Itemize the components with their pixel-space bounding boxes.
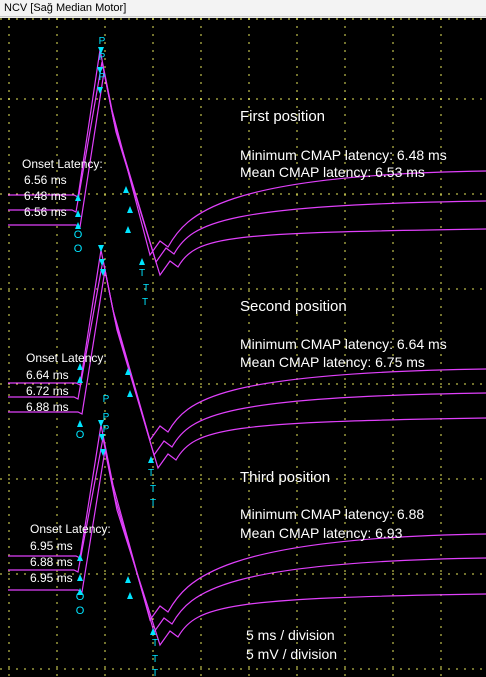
- triangle-up-marker-icon: [150, 628, 156, 635]
- marker-label: T: [143, 283, 149, 294]
- mean-cmap-latency: Mean CMAP latency: 6.75 ms: [240, 354, 425, 370]
- marker-label: T: [148, 468, 154, 479]
- time-scale-label: 5 ms / division: [246, 627, 335, 643]
- triangle-up-marker-icon: [75, 222, 81, 229]
- marker-label: P: [103, 412, 110, 423]
- triangle-up-marker-icon: [75, 194, 81, 201]
- marker-label: P: [99, 36, 106, 47]
- triangle-down-marker-icon: [99, 259, 105, 266]
- triangle-up-marker-icon: [77, 376, 83, 383]
- onset-latency-title: Onset Latency:: [30, 522, 111, 536]
- triangle-up-marker-icon: [77, 574, 83, 581]
- mean-cmap-latency: Mean CMAP latency: 6.93: [240, 525, 403, 541]
- triangle-up-marker-icon: [127, 592, 133, 599]
- triangle-up-marker-icon: [127, 390, 133, 397]
- onset-latency-value: 6.64 ms: [26, 368, 69, 382]
- onset-latency-value: 6.88 ms: [30, 555, 73, 569]
- cmap-trace: [8, 449, 486, 647]
- min-cmap-latency: Minimum CMAP latency: 6.64 ms: [240, 336, 447, 352]
- marker-label: O: [76, 591, 85, 603]
- triangle-down-marker-icon: [98, 47, 104, 54]
- triangle-down-marker-icon: [98, 420, 104, 427]
- cmap-trace: [8, 269, 486, 470]
- onset-latency-value: 6.88 ms: [26, 400, 69, 414]
- marker-label: O: [74, 243, 83, 255]
- amplitude-scale-label: 5 mV / division: [246, 646, 337, 662]
- triangle-up-marker-icon: [148, 456, 154, 463]
- onset-latency-value: 6.56 ms: [24, 205, 67, 219]
- triangle-up-marker-icon: [139, 258, 145, 265]
- window-title: NCV [Sağ Median Motor]: [0, 0, 486, 17]
- cmap-trace: [8, 49, 486, 257]
- onset-latency-value: 6.56 ms: [24, 173, 67, 187]
- triangle-up-marker-icon: [75, 210, 81, 217]
- triangle-up-marker-icon: [123, 186, 129, 193]
- marker-label: P: [103, 394, 110, 405]
- triangle-up-marker-icon: [77, 554, 83, 561]
- triangle-down-marker-icon: [97, 67, 103, 74]
- marker-label: T: [152, 654, 158, 665]
- triangle-down-marker-icon: [97, 87, 103, 94]
- position-label: Third position: [240, 469, 330, 486]
- marker-label: T: [139, 268, 145, 279]
- position-label: Second position: [240, 298, 347, 315]
- triangle-up-marker-icon: [127, 206, 133, 213]
- triangle-up-marker-icon: [77, 363, 83, 370]
- marker-label: P: [99, 72, 106, 83]
- min-cmap-latency: Minimum CMAP latency: 6.88: [240, 506, 424, 522]
- triangle-up-marker-icon: [125, 226, 131, 233]
- onset-latency-value: 6.48 ms: [24, 189, 67, 203]
- marker-label: O: [76, 605, 85, 617]
- onset-latency-value: 6.95 ms: [30, 539, 73, 553]
- triangle-up-marker-icon: [77, 420, 83, 427]
- marker-label: P: [99, 52, 106, 63]
- triangle-up-marker-icon: [125, 368, 131, 375]
- cmap-trace: [8, 437, 486, 634]
- min-cmap-latency: Minimum CMAP latency: 6.48 ms: [240, 147, 447, 163]
- onset-latency-title: Onset Latency:: [26, 351, 107, 365]
- onset-latency-title: Onset Latency:: [22, 157, 103, 171]
- marker-label: T: [152, 668, 158, 677]
- triangle-down-marker-icon: [98, 245, 104, 252]
- marker-label: P: [103, 424, 110, 435]
- marker-label: O: [76, 429, 85, 441]
- triangle-up-marker-icon: [77, 588, 83, 595]
- onset-latency-value: 6.95 ms: [30, 571, 73, 585]
- marker-label: T: [152, 638, 158, 649]
- traces: [8, 49, 486, 647]
- marker-label: O: [74, 229, 83, 241]
- triangle-down-marker-icon: [100, 449, 106, 456]
- triangle-up-marker-icon: [125, 576, 131, 583]
- triangle-down-marker-icon: [99, 434, 105, 441]
- marker-label: T: [142, 297, 148, 308]
- position-label: First position: [240, 108, 325, 125]
- onset-latency-value: 6.72 ms: [26, 384, 69, 398]
- grid: [0, 18, 486, 677]
- cmap-trace: [8, 71, 486, 277]
- marker-label: T: [150, 484, 156, 495]
- marker-label: T: [150, 498, 156, 509]
- triangle-down-marker-icon: [100, 269, 106, 276]
- mean-cmap-latency: Mean CMAP latency: 6.53 ms: [240, 164, 425, 180]
